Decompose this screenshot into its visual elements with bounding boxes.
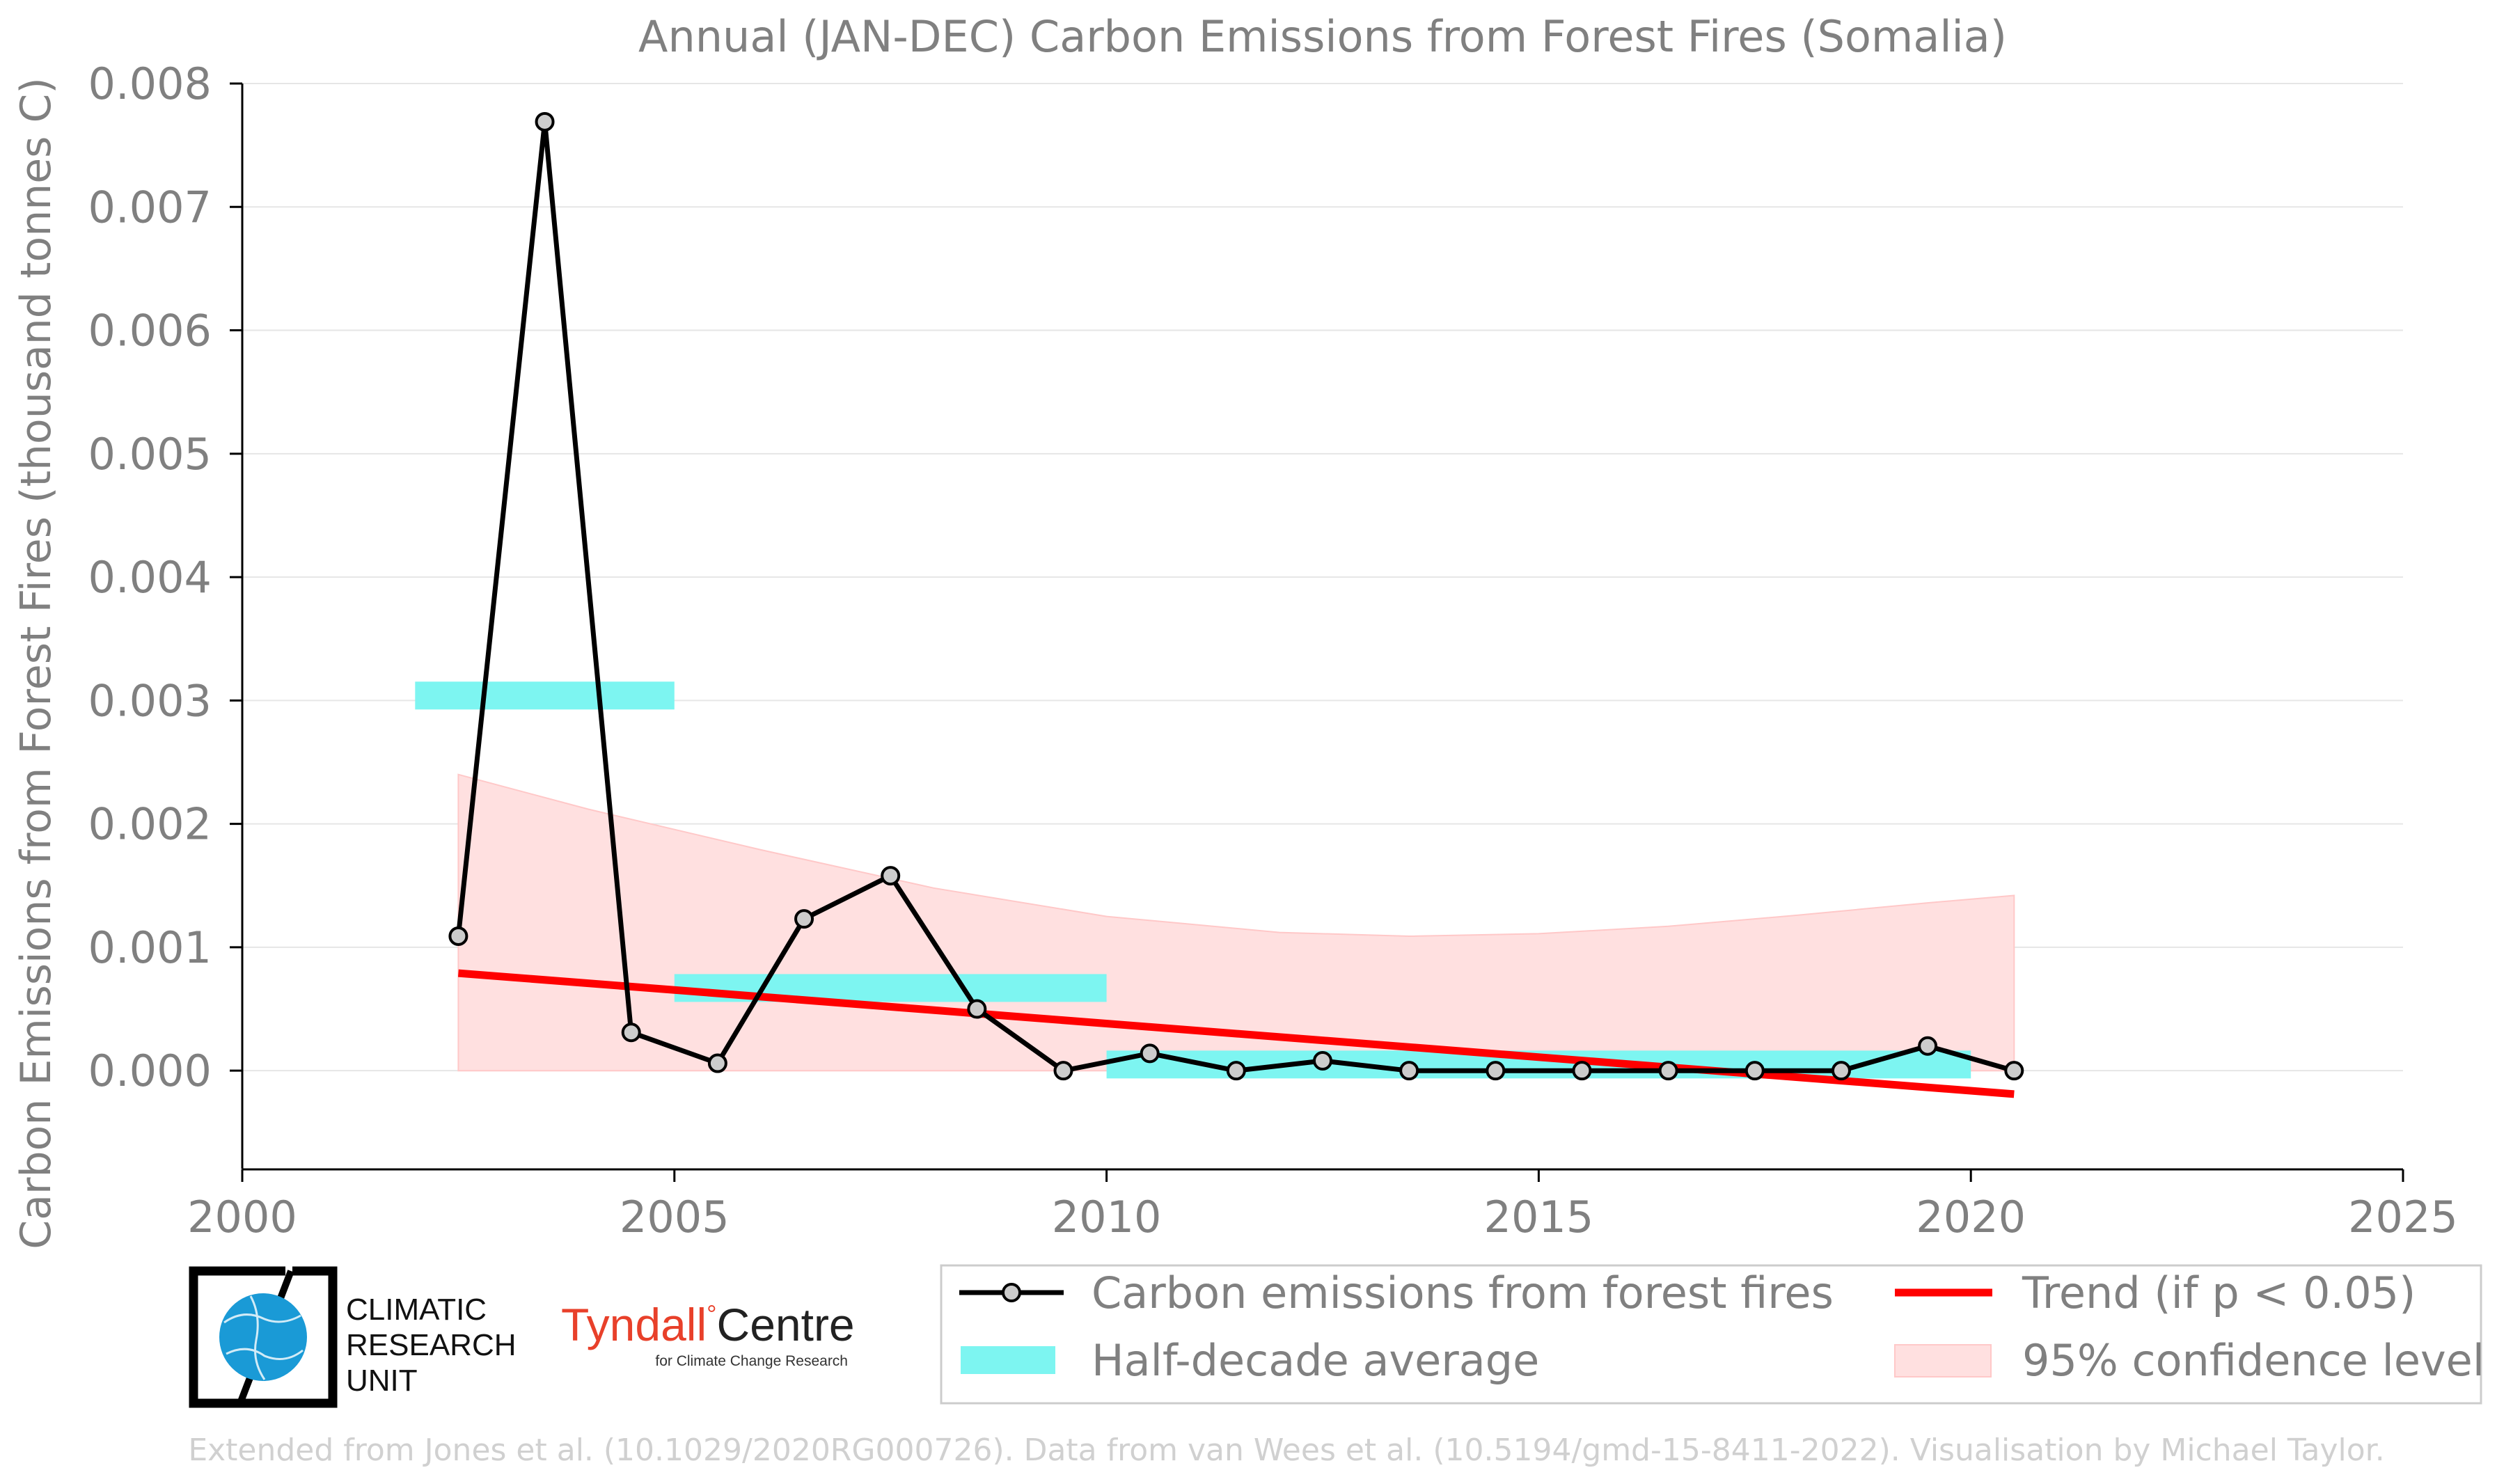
legend-frame — [940, 1264, 2482, 1405]
y-tick-label-3: 0.003 — [88, 675, 212, 726]
tyndall-logo-text: Tyndall°Centre — [561, 1299, 855, 1350]
cru-logo: CLIMATIC RESEARCH UNIT — [189, 1266, 517, 1408]
y-tick-label-4: 0.004 — [88, 552, 212, 603]
chart-title: Annual (JAN-DEC) Carbon Emissions from F… — [638, 11, 2007, 62]
emissions-point-2020.5 — [2004, 1061, 2024, 1081]
y-tick-labels: 0.000 0.001 0.002 0.003 0.004 0.005 0.006 0.007… — [88, 58, 212, 1096]
emissions-point-2017.5 — [1744, 1061, 1765, 1081]
cru-logo-line-2: RESEARCH — [346, 1328, 517, 1362]
x-tick-labels: 2000 2005 2010 2015 2020 2025 — [187, 1169, 2458, 1242]
legend-trend-label: Trend (if p < 0.05) — [2022, 1268, 2416, 1318]
emissions-point-2008.5 — [967, 999, 987, 1019]
x-tick-label-4: 2020 — [1916, 1192, 2026, 1242]
legend-confidence-label: 95% confidence level — [2022, 1335, 2484, 1386]
y-tick-label-5: 0.005 — [88, 429, 212, 480]
half-decade-bar-0 — [415, 681, 675, 710]
x-tick-label-0: 2000 — [187, 1192, 297, 1242]
globe-icon-lines — [223, 1295, 304, 1380]
legend-half-decade-label: Half-decade average — [1092, 1335, 1539, 1386]
cru-logo-line-3: UNIT — [346, 1364, 418, 1398]
emissions-point-2006.5 — [794, 909, 814, 929]
y-tick-label-6: 0.006 — [88, 306, 212, 356]
emissions-point-2003.5 — [535, 111, 555, 132]
globe-icon — [219, 1293, 307, 1381]
legend-emissions-label: Carbon emissions from forest fires — [1092, 1268, 1834, 1318]
emissions-series-layer — [448, 111, 2024, 1081]
cru-logo-line-1: CLIMATIC — [346, 1293, 487, 1327]
emissions-point-2011.5 — [1226, 1061, 1246, 1081]
axes — [241, 84, 2403, 1171]
emissions-point-2007.5 — [881, 866, 901, 886]
emissions-point-2004.5 — [621, 1023, 641, 1043]
emissions-point-2016.5 — [1658, 1061, 1678, 1081]
legend: Carbon emissions from forest fires Half-… — [940, 1264, 2484, 1405]
tyndall-logo-subtitle: for Climate Change Research — [655, 1353, 848, 1369]
confidence-band — [457, 773, 2015, 1072]
legend-confidence-swatch — [1894, 1344, 1992, 1378]
emissions-point-2014.5 — [1486, 1061, 1506, 1081]
tyndall-logo-word: Tyndall — [561, 1299, 707, 1350]
emissions-point-2010.5 — [1140, 1043, 1160, 1064]
legend-half-decade-swatch — [961, 1346, 1055, 1374]
x-tick-label-5: 2025 — [2348, 1192, 2458, 1242]
emissions-point-2005.5 — [707, 1053, 727, 1073]
emissions-point-2012.5 — [1313, 1051, 1332, 1071]
emissions-point-2015.5 — [1572, 1061, 1592, 1081]
credit-text: Extended from Jones et al. (10.1029/2020… — [188, 1432, 2384, 1468]
y-tick-label-8: 0.008 — [88, 58, 212, 109]
y-axis-title: Carbon Emissions from Forest Fires (thou… — [12, 77, 61, 1249]
y-tick-label-1: 0.001 — [88, 922, 212, 973]
cru-logo-bracket-left — [189, 1266, 285, 1408]
tyndall-logo-centre: Centre — [717, 1299, 855, 1350]
emissions-point-2013.5 — [1399, 1061, 1419, 1081]
x-tick-label-3: 2015 — [1484, 1192, 1594, 1242]
cru-logo-bracket-right — [237, 1266, 338, 1408]
emissions-point-2002.5 — [448, 926, 468, 946]
emissions-point-2018.5 — [1831, 1061, 1851, 1081]
y-tick-label-2: 0.002 — [88, 799, 212, 850]
x-tick-label-1: 2005 — [620, 1192, 730, 1242]
x-tick-label-2: 2010 — [1052, 1192, 1162, 1242]
confidence-band-layer — [457, 773, 2015, 1072]
emissions-point-2019.5 — [1918, 1036, 1938, 1056]
y-tick-label-0: 0.000 — [88, 1045, 212, 1096]
legend-emissions-swatch-marker — [1002, 1283, 1021, 1302]
tyndall-logo-degree: ° — [707, 1300, 716, 1328]
tyndall-logo: Tyndall°Centre for Climate Change Resear… — [561, 1299, 855, 1369]
emissions-point-2009.5 — [1053, 1061, 1073, 1081]
y-tick-label-7: 0.007 — [88, 182, 212, 232]
